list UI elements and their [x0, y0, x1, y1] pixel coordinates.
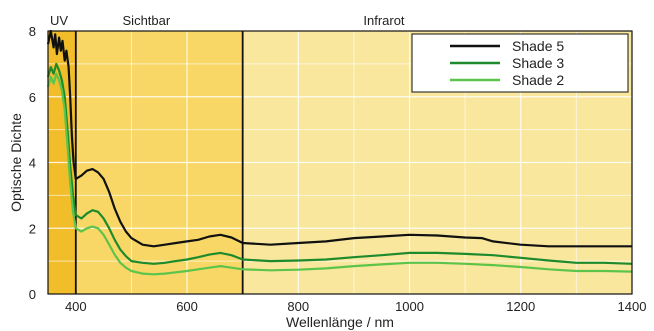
y-tick-label-4: 8	[29, 24, 36, 39]
region-label-0: UV	[50, 13, 68, 28]
y-axis-title: Optische Dichte	[8, 113, 24, 212]
region-label-2: Infrarot	[363, 13, 405, 28]
grid-lines	[19, 31, 632, 294]
x-tick-label-2: 800	[287, 299, 309, 314]
y-tick-label-0: 0	[29, 287, 36, 302]
legend-label-1: Shade 3	[512, 55, 564, 71]
y-tick-labels: 0 2 4 6 8	[29, 24, 36, 302]
y-tick-label-3: 6	[29, 90, 36, 105]
plot-frame	[47, 30, 633, 295]
series-line-2	[46, 72, 633, 276]
region-labels: UV Sichtbar Infrarot	[50, 13, 405, 28]
x-tick-label-4: 1200	[506, 299, 535, 314]
x-tick-label-1: 600	[176, 299, 198, 314]
x-tick-label-0: 400	[65, 299, 87, 314]
x-tick-label-3: 1000	[395, 299, 424, 314]
series-line-1	[46, 62, 633, 265]
y-tick-label-2: 4	[29, 156, 36, 171]
series-line-0	[46, 29, 632, 248]
x-tick-labels: 400 600 800 1000 1200 1400	[65, 299, 647, 314]
x-axis-title: Wellenlänge / nm	[286, 314, 394, 330]
region-dividers	[74, 31, 244, 294]
legend-box	[411, 33, 629, 93]
legend-label-0: Shade 5	[512, 38, 564, 54]
y-tick-label-1: 2	[29, 221, 36, 236]
series-lines	[46, 29, 633, 276]
x-tick-label-5: 1400	[618, 299, 647, 314]
region-label-1: Sichtbar	[123, 13, 171, 28]
legend-label-2: Shade 2	[512, 72, 564, 88]
